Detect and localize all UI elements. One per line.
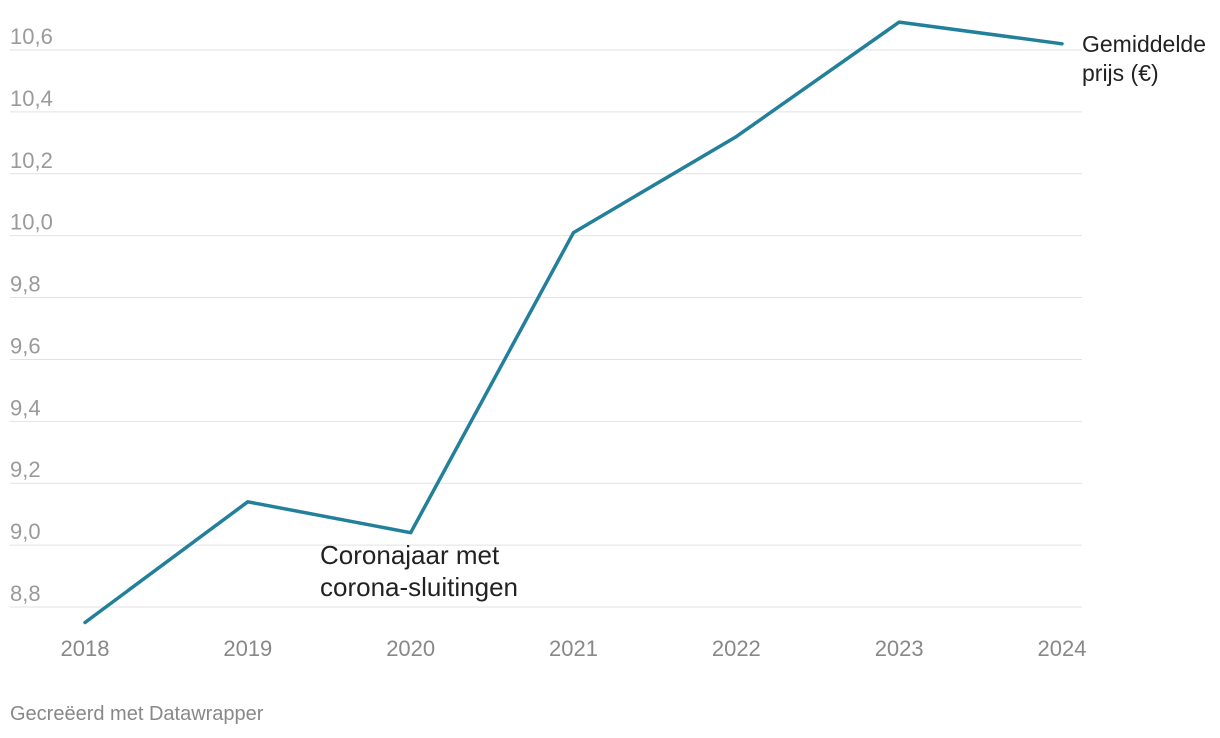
x-tick-label: 2021	[549, 636, 598, 661]
series-lines	[83, 20, 1064, 625]
x-tick-label: 2022	[712, 636, 761, 661]
y-tick-label: 9,0	[10, 519, 41, 544]
x-tick-label: 2018	[61, 636, 110, 661]
credit-text: Gecreëerd met Datawrapper	[10, 703, 264, 725]
series-line	[83, 20, 1064, 625]
y-tick-label: 8,8	[10, 581, 41, 606]
y-tick-label: 9,2	[10, 457, 41, 482]
y-tick-label: 9,4	[10, 395, 41, 420]
y-tick-label: 10,6	[10, 24, 53, 49]
x-axis-ticks: 2018 2019 2020 2021 2022 2023 2024	[61, 636, 1087, 661]
y-axis-ticks: 8,8 9,0 9,2 9,4 9,6 9,8 10,0 10,2 10,4 10,6	[10, 24, 53, 606]
gridlines	[10, 49, 1082, 608]
x-tick-label: 2024	[1038, 636, 1087, 661]
chart-labels: Gemiddelde prijs (€) Coronajaar met corona-…	[320, 31, 1206, 602]
x-tick-label: 2020	[386, 636, 435, 661]
y-tick-label: 9,8	[10, 272, 41, 297]
x-tick-label: 2023	[875, 636, 924, 661]
y-tick-label: 10,0	[10, 210, 53, 235]
line-chart: 8,89,09,29,49,69,810,010,210,410,6 2018 2…	[10, 20, 1206, 661]
series-label: Gemiddelde prijs (€)	[1082, 31, 1206, 86]
y-tick-label: 10,2	[10, 148, 53, 173]
x-tick-label: 2019	[223, 636, 272, 661]
annotation-text: Coronajaar met corona-sluitingen	[320, 540, 518, 602]
y-tick-label: 9,6	[10, 333, 41, 358]
y-tick-label: 10,4	[10, 86, 53, 111]
